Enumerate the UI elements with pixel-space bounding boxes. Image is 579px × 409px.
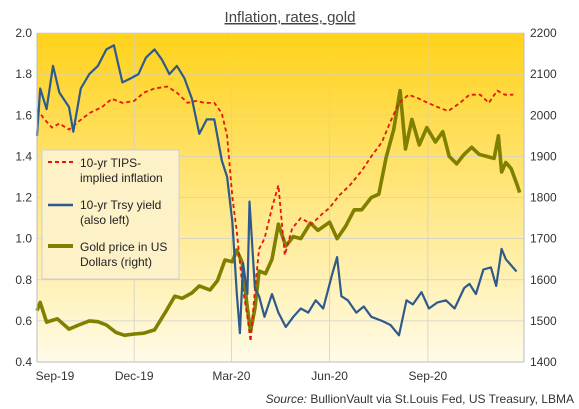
right-tick-label: 1400 (530, 355, 557, 369)
legend-label-tips-line1: 10-yr TIPS- (80, 156, 141, 170)
left-tick-label: 1.6 (15, 108, 32, 122)
left-tick-label: 1.2 (15, 191, 32, 205)
legend-label-tips-line2: implied inflation (80, 171, 163, 185)
source-label: Source: (266, 392, 307, 406)
right-tick-label: 1700 (530, 232, 557, 246)
x-tick-label: Sep-20 (409, 369, 448, 383)
x-axis-ticks: Sep-19 Dec-19 Mar-20 Jun-20 Sep-20 (36, 369, 448, 383)
x-tick-label: Mar-20 (212, 369, 250, 383)
right-axis-ticks: 1400 1500 1600 1700 1800 1900 2000 2100 2200 (530, 26, 557, 369)
left-tick-label: 1.8 (15, 67, 32, 81)
left-axis-ticks: 0.4 0.6 0.8 1.0 1.2 1.4 1.6 1.8 2.0 (15, 26, 32, 369)
series-treasury-yield-line (35, 44, 518, 337)
right-tick-label: 2100 (530, 67, 557, 81)
x-tick-label: Dec-19 (115, 369, 154, 383)
legend-label-yield-line1: 10-yr Trsy yield (80, 198, 161, 212)
left-tick-label: 0.4 (15, 355, 32, 369)
right-tick-label: 1900 (530, 149, 557, 163)
right-tick-label: 1600 (530, 273, 557, 287)
series-tips-inflation-line (36, 85, 514, 343)
left-tick-label: 0.8 (15, 273, 32, 287)
right-tick-label: 1500 (530, 314, 557, 328)
legend-label-gold-line2: Dollars (right) (80, 255, 152, 269)
legend: 10-yr TIPS- implied inflation 10-yr Trsy… (41, 149, 180, 280)
series-gold-price-line (35, 88, 522, 338)
x-tick-label: Sep-19 (36, 369, 75, 383)
right-tick-label: 2000 (530, 108, 557, 122)
source-text: BullionVault via St.Louis Fed, US Treasu… (307, 392, 574, 406)
legend-box (41, 149, 180, 280)
series-layer (35, 44, 522, 343)
x-tick-label: Jun-20 (311, 369, 348, 383)
right-tick-label: 2200 (530, 26, 557, 40)
legend-label-gold-line1: Gold price in US (80, 240, 167, 254)
left-tick-label: 2.0 (15, 26, 32, 40)
left-tick-label: 1.4 (15, 149, 32, 163)
legend-label-yield-line2: (also left) (80, 213, 129, 227)
source-note: Source: BullionVault via St.Louis Fed, U… (266, 392, 574, 406)
left-tick-label: 0.6 (15, 314, 32, 328)
left-tick-label: 1.0 (15, 232, 32, 246)
chart-title: Inflation, rates, gold (225, 9, 356, 26)
right-tick-label: 1800 (530, 191, 557, 205)
